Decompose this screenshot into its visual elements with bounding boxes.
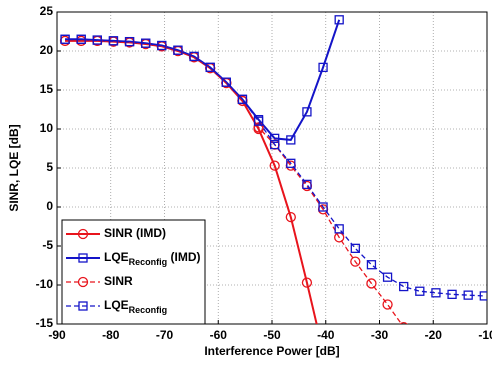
legend-label-part: SINR (IMD) (104, 226, 166, 240)
x-tick-label: -30 (371, 328, 389, 342)
marker (270, 139, 280, 150)
marker (237, 94, 248, 105)
marker (124, 36, 135, 47)
marker (108, 36, 119, 46)
legend-label: SINR (104, 274, 133, 288)
legend-label-part: Reconfig (129, 305, 168, 315)
plot-frame (56, 11, 488, 325)
y-tick-label: 15 (40, 82, 54, 96)
legend-label-part: LQE (104, 250, 129, 264)
marker (301, 277, 313, 288)
y-tick-label: 20 (40, 43, 54, 57)
marker (141, 38, 151, 48)
marker (334, 224, 344, 234)
marker (205, 62, 215, 73)
series-line (65, 40, 403, 324)
x-tick-label: -50 (263, 328, 281, 342)
marker (334, 15, 344, 25)
series-line (65, 38, 485, 297)
marker (76, 34, 86, 44)
marker (350, 256, 361, 267)
legend-label: LQEReconfig (104, 298, 167, 315)
marker (447, 289, 457, 300)
marker (431, 288, 441, 298)
x-tick-label: -80 (102, 328, 120, 342)
x-tick-label: -40 (317, 328, 335, 342)
legend-label-part: (IMD) (167, 250, 200, 264)
plot-layer (59, 15, 487, 324)
y-tick-label: -5 (42, 238, 53, 252)
y-tick-label: -10 (36, 277, 54, 291)
legend-label-part: Reconfig (129, 257, 168, 267)
marker (302, 179, 312, 190)
x-tick-label: -20 (425, 328, 443, 342)
marker (286, 135, 296, 145)
legend-label-part: LQE (104, 298, 129, 312)
marker (157, 40, 167, 51)
y-tick-label: 5 (46, 160, 53, 174)
marker (479, 291, 487, 301)
marker (302, 107, 312, 117)
marker (350, 243, 360, 253)
marker (269, 160, 280, 171)
marker (318, 202, 328, 212)
x-tick-label: -90 (48, 328, 66, 342)
marker (221, 77, 231, 87)
marker (366, 278, 377, 289)
y-axis-label: SINR, LQE [dB] (7, 124, 21, 211)
marker (78, 301, 88, 311)
marker (382, 272, 393, 282)
legend-label-part: SINR (104, 274, 133, 288)
marker (382, 299, 393, 310)
marker (366, 260, 377, 270)
y-tick-label: 25 (40, 4, 54, 18)
y-tick-label: 0 (46, 199, 53, 213)
legend-label: LQEReconfig (IMD) (104, 250, 201, 267)
marker (77, 228, 89, 240)
x-axis-label: Interference Power [dB] (204, 344, 339, 358)
marker (60, 34, 70, 44)
x-tick-label: -60 (210, 328, 228, 342)
legend: SINR (IMD)LQEReconfig (IMD)SINRLQEReconf… (61, 219, 206, 325)
marker (399, 321, 408, 324)
marker (285, 211, 296, 223)
x-tick-label: -70 (156, 328, 174, 342)
marker (173, 45, 183, 55)
marker (286, 158, 296, 168)
legend-label: SINR (IMD) (104, 226, 166, 240)
marker (189, 51, 199, 62)
marker (78, 253, 88, 263)
y-tick-label: -15 (36, 316, 54, 330)
marker (253, 122, 264, 133)
marker (253, 116, 264, 126)
marker (415, 286, 425, 296)
x-tick-label: -10 (478, 328, 492, 342)
marker (463, 290, 473, 300)
marker (92, 35, 102, 45)
marker (77, 276, 89, 288)
marker (318, 62, 328, 73)
marker (399, 281, 409, 292)
y-tick-label: 10 (40, 121, 54, 135)
